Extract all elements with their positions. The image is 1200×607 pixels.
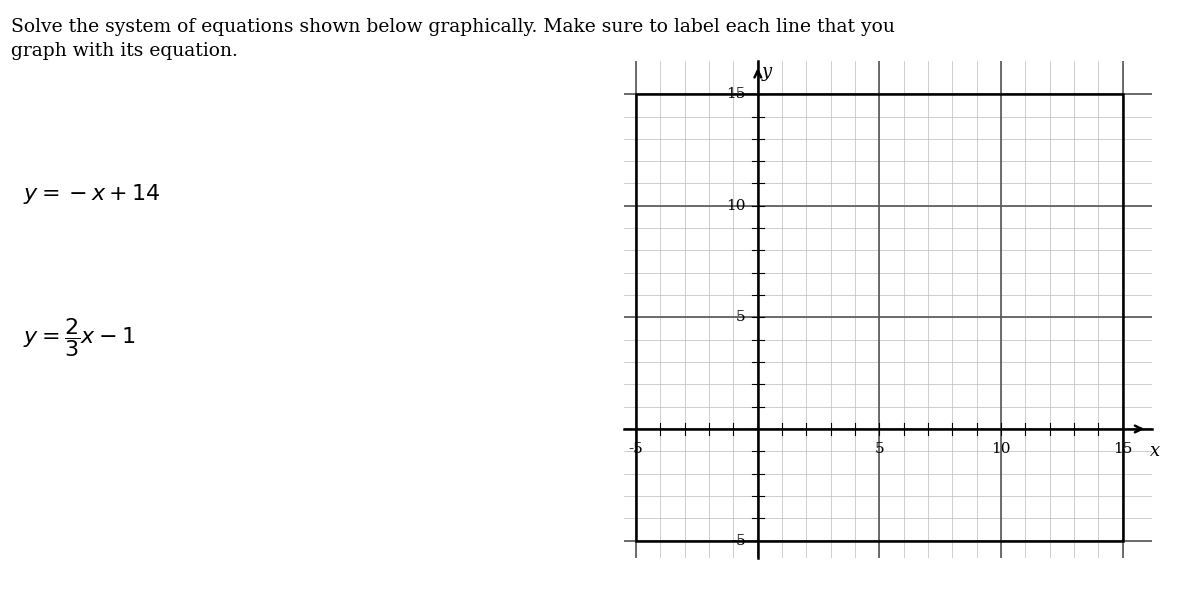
Text: x: x — [1150, 443, 1159, 460]
Text: 5: 5 — [736, 310, 745, 324]
Text: $y = \dfrac{2}{3}x - 1$: $y = \dfrac{2}{3}x - 1$ — [23, 316, 136, 359]
Text: 10: 10 — [991, 443, 1010, 456]
Text: -5: -5 — [731, 534, 745, 548]
Bar — [636, 94, 1123, 541]
Text: Solve the system of equations shown below graphically. Make sure to label each l: Solve the system of equations shown belo… — [11, 18, 895, 60]
Text: 15: 15 — [1114, 443, 1133, 456]
Text: -5: -5 — [629, 443, 643, 456]
Text: y: y — [761, 63, 772, 81]
Text: 5: 5 — [875, 443, 884, 456]
Text: 15: 15 — [726, 87, 745, 101]
Text: 10: 10 — [726, 198, 745, 213]
Text: $y = -x + 14$: $y = -x + 14$ — [23, 182, 161, 206]
